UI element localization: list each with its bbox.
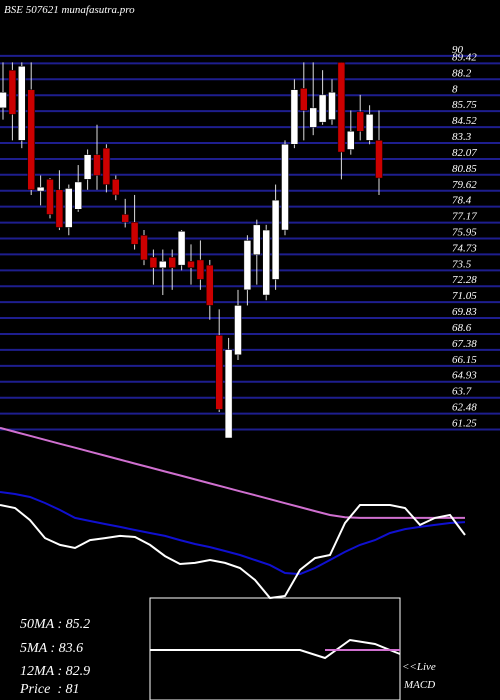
candle-body: [121, 214, 129, 223]
info-text: 5MA : 83.6: [20, 641, 83, 656]
y-tick-label: 88.2: [452, 67, 472, 79]
candle-body: [27, 89, 35, 191]
info-text: 12MA : 82.9: [20, 664, 90, 679]
line-series: [0, 504, 466, 600]
y-tick-label: 72.28: [452, 274, 477, 286]
y-tick-label: 68.6: [452, 322, 472, 334]
candle-body: [234, 305, 242, 356]
y-tick-label: 66.15: [452, 354, 477, 366]
candle-body: [224, 349, 233, 439]
y-tick-label: 69.83: [452, 306, 477, 318]
candle-body: [196, 259, 205, 280]
candle-body: [0, 92, 7, 109]
candle-body: [271, 199, 280, 280]
candle-body: [8, 69, 17, 115]
y-tick-label: 62.48: [452, 402, 477, 414]
candle-body: [300, 88, 308, 111]
candle-body: [365, 114, 374, 141]
y-tick-label: 74.73: [452, 242, 477, 254]
annotation: <<Live: [402, 661, 436, 673]
line-series: [0, 491, 466, 576]
candle-body: [177, 231, 186, 266]
line-series: [0, 426, 465, 519]
candle-body: [55, 189, 64, 228]
y-tick-label: 82.07: [452, 147, 477, 159]
candle-body: [168, 257, 176, 268]
y-tick-label: 71.05: [452, 290, 477, 302]
info-text: Price : 81: [19, 682, 79, 697]
y-tick-label: 64.93: [452, 370, 477, 382]
y-tick-label: 77.17: [452, 211, 477, 223]
candle-body: [140, 234, 148, 261]
candle-body: [337, 62, 346, 153]
y-tick-label: 73.5: [452, 258, 472, 270]
candle-body: [36, 186, 45, 192]
candle-body: [74, 181, 82, 210]
candle-body: [328, 92, 336, 120]
candle-body: [149, 257, 158, 268]
candle-body: [187, 260, 195, 268]
info-text: 50MA : 85.2: [20, 617, 90, 632]
y-tick-label: 61.25: [452, 418, 477, 430]
candle-body: [102, 147, 111, 185]
y-tick-label: 75.95: [452, 226, 477, 238]
candle-body: [18, 66, 26, 141]
y-tick-label: 85.75: [452, 99, 477, 111]
candle-body: [206, 264, 214, 306]
y-tick-label: 84.52: [452, 115, 477, 127]
chart-title: BSE 507621 munafasutra.pro: [4, 4, 135, 16]
y-tick-label: 79.62: [452, 179, 477, 191]
candle-body: [112, 179, 120, 196]
candle-body: [253, 224, 261, 255]
y-tick-label: 89.42: [452, 51, 477, 63]
candle-body: [83, 154, 92, 180]
y-tick-label: 80.85: [452, 163, 477, 175]
y-tick-label: 83.3: [452, 131, 472, 143]
candle-body: [159, 260, 167, 268]
y-tick-label: 90: [452, 44, 464, 56]
candle-body: [290, 89, 299, 145]
candle-body: [243, 240, 252, 291]
line-series: [150, 638, 401, 660]
y-tick-label: 8: [452, 83, 458, 95]
candle-body: [93, 154, 101, 176]
candle-body: [215, 335, 223, 410]
candle-body: [375, 140, 383, 179]
candle-body: [46, 179, 54, 215]
candle-body: [356, 111, 364, 132]
y-tick-label: 63.7: [452, 386, 472, 398]
annotation: MACD: [403, 679, 435, 691]
candle-body: [65, 188, 73, 228]
candle-body: [262, 229, 270, 296]
candle-body: [309, 107, 317, 128]
candle-body: [318, 94, 327, 123]
y-tick-label: 78.4: [452, 195, 472, 207]
candle-body: [347, 131, 355, 150]
candle-body: [281, 144, 289, 231]
candle-body: [130, 221, 139, 245]
y-tick-label: 67.38: [452, 338, 477, 350]
